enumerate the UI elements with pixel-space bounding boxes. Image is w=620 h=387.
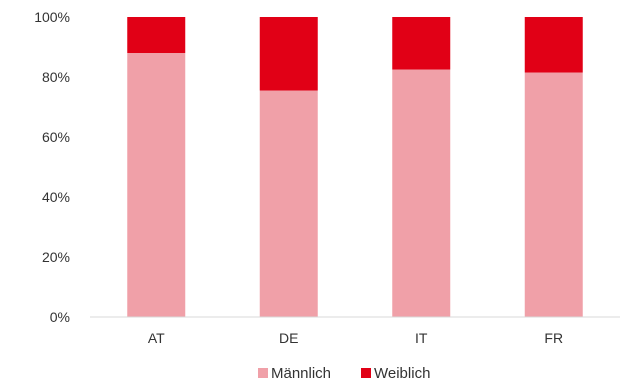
x-tick-label: AT: [148, 330, 165, 346]
bar-it-weiblich: [392, 17, 451, 70]
bar-de-weiblich: [259, 17, 318, 91]
legend: Männlich Weiblich: [258, 365, 430, 382]
bar-de-maennlich: [259, 90, 318, 317]
x-tick-label: FR: [544, 330, 563, 346]
bar-area: [127, 17, 583, 317]
bar-at-weiblich: [127, 17, 186, 53]
bar-fr-maennlich: [524, 72, 583, 317]
bar-it-maennlich: [392, 69, 451, 317]
x-axis: AT DE IT FR: [90, 316, 620, 346]
x-tick-label: DE: [279, 330, 298, 346]
legend-swatch: [361, 368, 371, 378]
y-tick-label: 60%: [42, 129, 70, 145]
y-tick-label: 100%: [34, 9, 70, 25]
bar-fr-weiblich: [524, 17, 583, 73]
legend-swatch: [258, 368, 268, 378]
bar-at-maennlich: [127, 53, 186, 317]
legend-label: Weiblich: [374, 365, 430, 382]
y-tick-label: 40%: [42, 189, 70, 205]
x-tick-label: IT: [415, 330, 428, 346]
legend-label: Männlich: [271, 365, 331, 382]
y-tick-label: 0%: [50, 309, 70, 325]
y-tick-label: 80%: [42, 69, 70, 85]
y-axis: 0% 20% 40% 60% 80% 100%: [34, 9, 70, 325]
y-tick-label: 20%: [42, 249, 70, 265]
